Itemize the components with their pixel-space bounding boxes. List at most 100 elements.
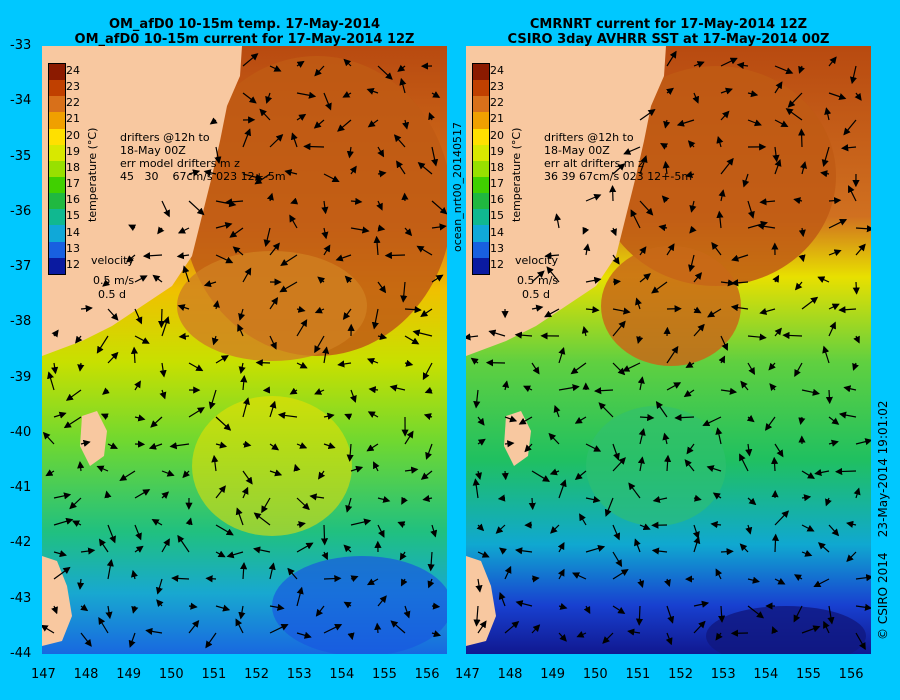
current-arrow <box>314 306 325 314</box>
current-arrow <box>45 469 55 477</box>
current-arrow <box>854 92 862 101</box>
current-arrow <box>637 456 645 472</box>
right-velocity-time: 0.5 d <box>522 288 550 301</box>
current-arrow <box>134 524 142 541</box>
current-arrow <box>98 616 109 634</box>
lon-tick-label: 156 <box>414 667 440 682</box>
colorbar-tick-label: 14 <box>66 225 80 239</box>
current-arrow <box>558 479 567 499</box>
current-arrow <box>229 227 244 238</box>
current-arrow <box>128 632 136 648</box>
current-arrow <box>177 227 190 234</box>
colorbar-swatch <box>473 176 489 194</box>
current-arrow <box>637 578 645 589</box>
flinders-island <box>504 411 531 466</box>
colorbar-swatch <box>49 128 65 145</box>
current-arrow <box>604 497 614 517</box>
colorbar-tick-label: 14 <box>490 225 504 239</box>
current-arrow <box>841 144 857 152</box>
current-arrow <box>188 362 204 372</box>
current-arrow <box>772 146 780 163</box>
current-arrow <box>235 507 244 526</box>
current-arrow <box>161 316 170 337</box>
current-arrow <box>337 360 352 368</box>
current-arrow <box>397 64 406 72</box>
colorbar-tick-label: 12 <box>490 257 504 271</box>
current-arrow <box>639 109 656 121</box>
current-arrow <box>80 439 91 447</box>
current-arrow <box>296 305 306 313</box>
colorbar-tick-label: 17 <box>66 177 80 191</box>
current-arrow <box>609 185 617 202</box>
current-arrow <box>546 266 560 283</box>
current-arrow <box>420 470 433 480</box>
current-arrow <box>853 335 860 344</box>
current-arrow <box>142 252 163 260</box>
current-arrow <box>134 335 150 344</box>
current-arrow <box>215 524 234 536</box>
colorbar-tick-label: 23 <box>66 80 80 94</box>
current-arrow <box>747 362 756 376</box>
current-vectors <box>42 53 447 649</box>
current-arrow <box>131 605 139 614</box>
current-arrow <box>335 254 352 262</box>
current-arrow <box>693 600 710 608</box>
current-arrow <box>639 273 651 283</box>
current-arrow <box>342 308 352 320</box>
current-arrow <box>296 542 314 553</box>
current-arrow <box>350 226 370 234</box>
current-arrow <box>377 146 385 158</box>
lat-tick-label: -35 <box>10 148 32 164</box>
current-arrow <box>53 411 67 419</box>
current-arrow <box>518 416 533 425</box>
current-arrow <box>711 242 722 256</box>
current-arrow <box>742 173 750 188</box>
lat-tick-label: -37 <box>10 259 32 275</box>
colorbar-tick-label: 21 <box>66 112 80 126</box>
current-arrow <box>53 517 74 526</box>
current-arrow <box>321 227 329 240</box>
current-arrow <box>399 77 407 94</box>
current-arrow <box>612 163 626 175</box>
current-arrow <box>431 200 447 215</box>
current-arrow <box>404 335 420 345</box>
timestamp-text: 23-May-2014 19:01:02 <box>876 400 890 538</box>
current-arrow <box>321 551 328 561</box>
current-arrow <box>232 246 244 256</box>
left-velocity-time: 0.5 d <box>98 288 126 301</box>
current-arrow <box>188 200 205 216</box>
current-arrow <box>825 389 833 405</box>
current-arrow <box>349 389 357 403</box>
current-arrow <box>544 308 560 318</box>
current-arrow <box>828 56 837 67</box>
current-arrow <box>528 497 536 511</box>
current-arrow <box>798 416 806 425</box>
current-arrow <box>693 323 705 337</box>
current-arrow <box>296 361 308 369</box>
current-arrow <box>366 578 379 586</box>
left-colorbar-label: temperature (°C) <box>86 127 99 222</box>
current-arrow <box>715 568 723 580</box>
current-arrow <box>400 578 408 587</box>
colorbar-swatch <box>473 128 489 145</box>
current-arrow <box>683 389 695 398</box>
current-arrow <box>585 443 602 452</box>
current-arrow <box>69 497 82 510</box>
current-arrow <box>747 576 760 584</box>
current-arrow <box>747 119 762 127</box>
current-arrow <box>211 454 219 472</box>
current-arrow <box>823 620 830 634</box>
current-arrow <box>404 359 414 367</box>
current-arrow <box>747 90 759 98</box>
current-arrow <box>215 416 232 431</box>
current-arrow <box>828 524 840 537</box>
current-arrow <box>499 547 507 555</box>
current-arrow <box>269 469 283 477</box>
current-arrow <box>855 574 871 582</box>
current-arrow <box>350 465 364 473</box>
lat-tick-label: -44 <box>10 646 32 661</box>
current-arrow <box>658 224 668 232</box>
current-arrow <box>134 489 151 499</box>
current-arrow <box>242 397 250 418</box>
current-arrow <box>693 620 706 634</box>
